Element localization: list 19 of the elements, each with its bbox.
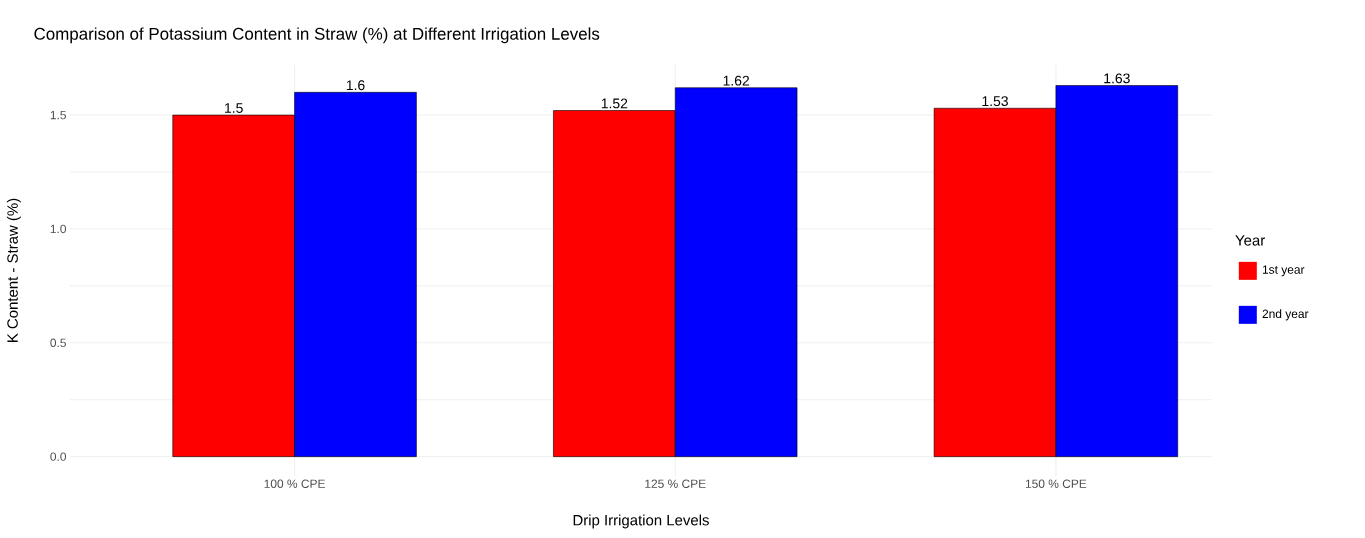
data-label: 1.52: [601, 98, 628, 109]
legend-title: Year: [1235, 235, 1265, 246]
x-tick-label: 150 % CPE: [1025, 479, 1087, 488]
data-label: 1.6: [346, 80, 365, 91]
legend-label: 1st year: [1262, 265, 1305, 277]
y-tick-label: 1.0: [50, 224, 67, 234]
y-tick-label: 1.5: [50, 110, 66, 120]
x-tick-label: 125 % CPE: [645, 479, 706, 488]
x-tick-label: 100 % CPE: [264, 479, 325, 488]
y-tick-label: 0.0: [50, 452, 67, 461]
data-label: 1.62: [723, 75, 750, 86]
chart-title: Comparison of Potassium Content in Straw (%) at Different Irrigation Levels: [34, 27, 600, 44]
data-label: 1.63: [1104, 73, 1130, 84]
y-axis-title: K Content - Straw (%): [6, 198, 21, 342]
x-axis-title: Drip Irrigation Levels: [573, 514, 709, 529]
data-label: 1.53: [982, 96, 1008, 107]
data-label: 1.5: [225, 103, 243, 113]
y-tick-label: 0.5: [50, 338, 66, 348]
legend-label: 2nd year: [1262, 309, 1309, 321]
